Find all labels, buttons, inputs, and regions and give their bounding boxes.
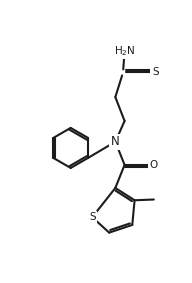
Text: N: N bbox=[111, 135, 120, 148]
Text: H$_2$N: H$_2$N bbox=[114, 44, 135, 58]
Text: S: S bbox=[152, 67, 159, 78]
Text: S: S bbox=[89, 212, 96, 222]
Text: O: O bbox=[150, 160, 158, 170]
